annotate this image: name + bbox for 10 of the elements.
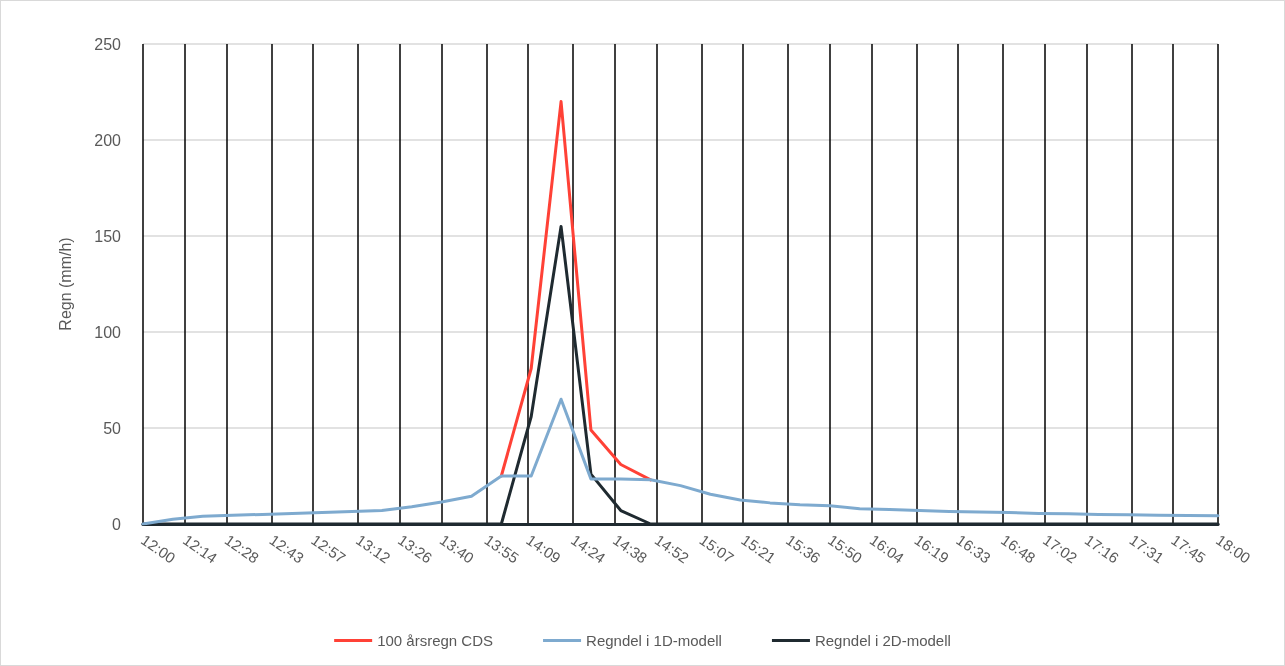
legend-label: Regndel i 1D-modell [586,632,722,649]
legend-label: 100 årsregn CDS [377,632,494,649]
y-axis-title: Regn (mm/h) [56,237,74,331]
y-tick-label: 150 [94,227,122,245]
y-tick-label: 100 [94,323,122,341]
y-tick-label: 250 [94,35,122,53]
y-tick-label: 50 [103,419,122,437]
y-tick-label: 0 [112,515,122,533]
y-tick-label: 200 [94,131,122,149]
legend-label: Regndel i 2D-modell [814,632,951,649]
